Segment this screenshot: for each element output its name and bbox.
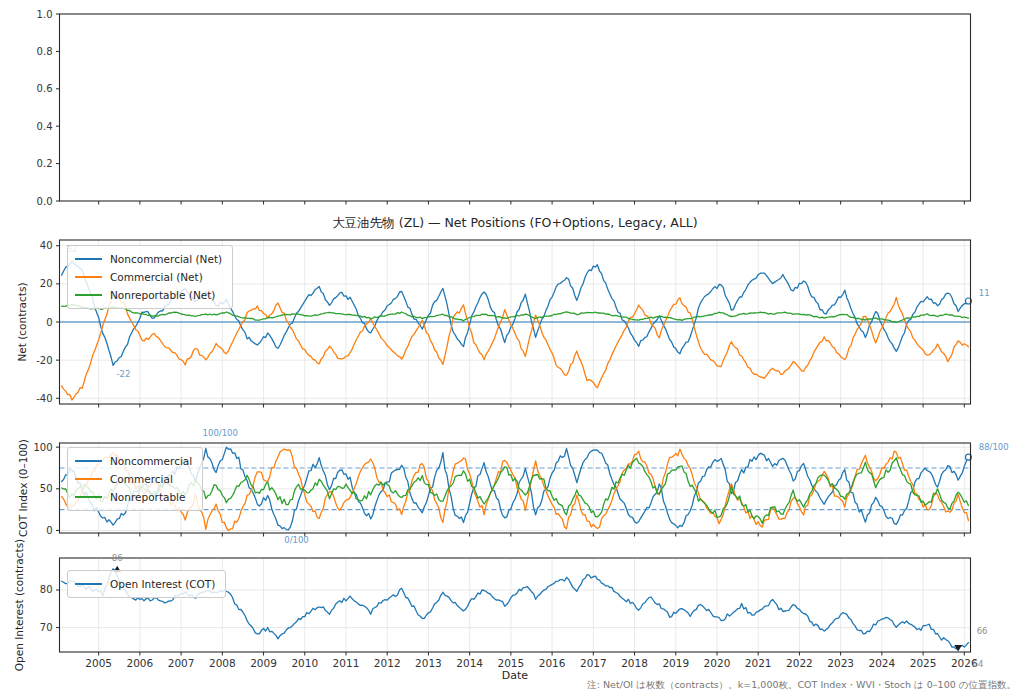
svg-text:100/100: 100/100 <box>203 428 238 438</box>
legend-label: Noncommercial (Net) <box>110 253 222 265</box>
legend-label: Commercial <box>110 473 173 485</box>
svg-text:0: 0 <box>46 525 52 536</box>
svg-text:-40: -40 <box>36 393 52 404</box>
svg-text:-22: -22 <box>116 369 130 379</box>
svg-text:2014: 2014 <box>456 657 483 669</box>
svg-text:2011: 2011 <box>333 657 360 669</box>
legend-label: Noncommercial <box>110 455 192 467</box>
footnote: 注: Net/OI は枚数（contracts）。k=1,000枚。COT In… <box>587 679 1016 692</box>
legend-swatch-blue <box>75 583 102 585</box>
svg-text:86: 86 <box>112 553 123 563</box>
svg-text:88/100: 88/100 <box>979 442 1009 452</box>
svg-text:2010: 2010 <box>291 657 318 669</box>
svg-text:2007: 2007 <box>168 657 195 669</box>
legend-item-commercial-net: Commercial (Net) <box>75 268 222 286</box>
svg-text:2022: 2022 <box>786 657 813 669</box>
svg-text:2008: 2008 <box>209 657 236 669</box>
svg-text:0: 0 <box>46 317 52 328</box>
svg-text:0.2: 0.2 <box>37 158 53 169</box>
panel2-title: 大豆油先物 (ZL) — Net Positions (FO+Options, … <box>0 215 1024 232</box>
svg-text:2012: 2012 <box>374 657 401 669</box>
svg-text:11: 11 <box>979 288 990 298</box>
svg-text:70: 70 <box>40 622 53 633</box>
panel2-ylabel: Net (contracts) <box>16 262 28 382</box>
svg-text:0.6: 0.6 <box>37 83 53 94</box>
legend-label: Nonreportable (Net) <box>110 289 215 301</box>
svg-text:2018: 2018 <box>621 657 648 669</box>
panel4-ylabel: Open Interest (contracts) <box>13 520 25 690</box>
svg-text:0.8: 0.8 <box>37 46 53 57</box>
svg-text:2020: 2020 <box>704 657 731 669</box>
svg-text:2009: 2009 <box>250 657 277 669</box>
svg-text:2023: 2023 <box>827 657 854 669</box>
legend-swatch-green <box>75 294 102 296</box>
legend-item-open-interest: Open Interest (COT) <box>75 575 215 593</box>
legend-swatch-blue <box>75 460 102 462</box>
svg-text:40: 40 <box>40 240 53 251</box>
legend-label: Open Interest (COT) <box>110 578 215 590</box>
panel2-legend: Noncommercial (Net) Commercial (Net) Non… <box>67 245 233 309</box>
svg-text:100: 100 <box>33 442 52 453</box>
svg-text:0.4: 0.4 <box>37 121 53 132</box>
legend-swatch-orange <box>75 276 102 278</box>
legend-swatch-green <box>75 496 102 498</box>
svg-text:2019: 2019 <box>662 657 689 669</box>
svg-text:2013: 2013 <box>415 657 442 669</box>
svg-text:2025: 2025 <box>910 657 937 669</box>
legend-item-nonreportable: Nonreportable <box>75 488 192 506</box>
legend-swatch-blue <box>75 258 102 260</box>
panel4-legend: Open Interest (COT) <box>67 570 226 598</box>
svg-text:2021: 2021 <box>745 657 772 669</box>
legend-label: Commercial (Net) <box>110 271 203 283</box>
svg-text:2017: 2017 <box>580 657 607 669</box>
svg-text:80: 80 <box>40 584 53 595</box>
svg-text:50: 50 <box>40 483 53 494</box>
svg-text:2005: 2005 <box>85 657 112 669</box>
svg-text:66: 66 <box>977 626 988 636</box>
figure-root: 0.00.20.40.60.81.0-40-200204032-22110501… <box>0 0 1024 699</box>
legend-item-noncommercial-net: Noncommercial (Net) <box>75 250 222 268</box>
legend-item-nonreportable-net: Nonreportable (Net) <box>75 286 222 304</box>
legend-label: Nonreportable <box>110 491 185 503</box>
svg-text:-20: -20 <box>36 355 52 366</box>
svg-text:2015: 2015 <box>498 657 525 669</box>
svg-text:20: 20 <box>40 278 53 289</box>
svg-text:2024: 2024 <box>869 657 896 669</box>
panel3-legend: Noncommercial Commercial Nonreportable <box>67 447 203 511</box>
svg-text:0.0: 0.0 <box>37 196 53 207</box>
svg-text:1.0: 1.0 <box>37 9 53 20</box>
legend-swatch-orange <box>75 478 102 480</box>
svg-text:64: 64 <box>973 659 984 669</box>
svg-text:2006: 2006 <box>127 657 154 669</box>
svg-text:2016: 2016 <box>539 657 566 669</box>
legend-item-noncommercial: Noncommercial <box>75 452 192 470</box>
svg-text:0/100: 0/100 <box>284 535 309 545</box>
legend-item-commercial: Commercial <box>75 470 192 488</box>
